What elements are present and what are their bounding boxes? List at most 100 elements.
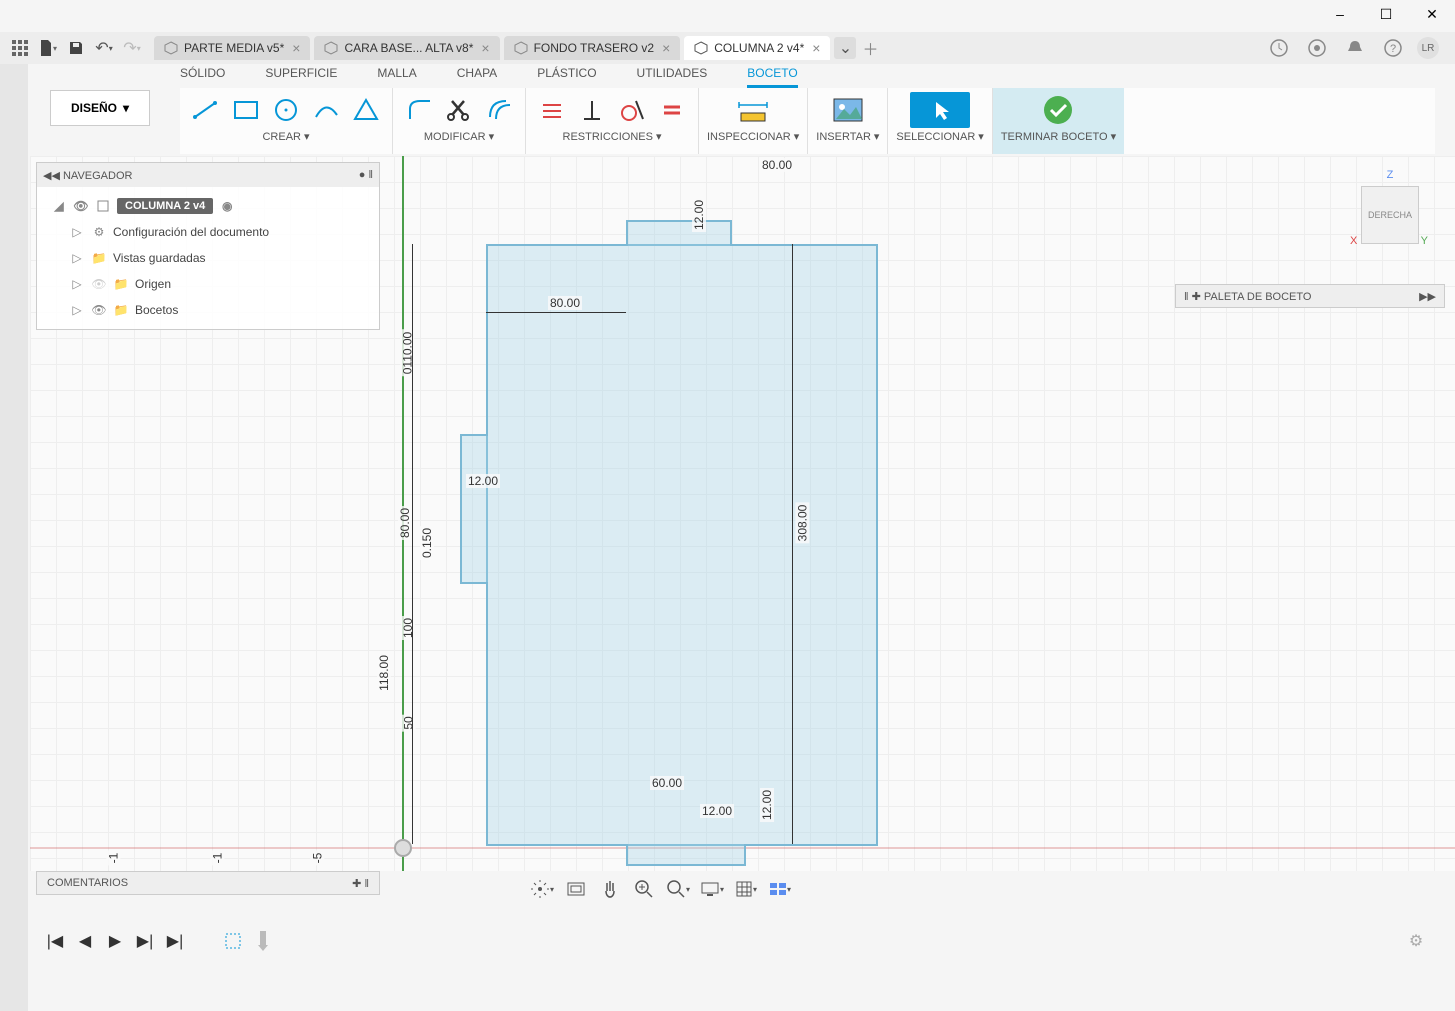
circle-tool-icon[interactable] xyxy=(268,92,304,128)
ribbon-label-crear[interactable]: CREAR ▾ xyxy=(262,130,309,143)
tree-item-views[interactable]: ▷ 📁 Vistas guardadas xyxy=(37,245,379,271)
dimension-label[interactable]: 12.00 xyxy=(760,788,774,822)
radio-icon[interactable]: ◉ xyxy=(219,198,235,214)
line-tool-icon[interactable] xyxy=(188,92,224,128)
visibility-icon[interactable]: 👁 xyxy=(73,198,89,214)
ribbon-tab-malla[interactable]: MALLA xyxy=(377,64,416,88)
close-button[interactable]: ✕ xyxy=(1409,0,1455,28)
zoom-icon[interactable] xyxy=(632,877,656,901)
dimension-label[interactable]: 50 xyxy=(402,714,416,731)
timeline-settings-icon[interactable]: ⚙ xyxy=(1405,930,1427,952)
tab-close-icon[interactable]: × xyxy=(292,40,300,56)
app-menu-icon[interactable] xyxy=(6,34,34,62)
ribbon-tab-boceto[interactable]: BOCETO xyxy=(747,64,797,88)
ribbon-tab-superficie[interactable]: SUPERFICIE xyxy=(265,64,337,88)
horizontal-constraint-icon[interactable] xyxy=(534,92,570,128)
viewport-icon[interactable]: ▾ xyxy=(768,877,792,901)
tangent-constraint-icon[interactable] xyxy=(614,92,650,128)
dimension-label[interactable]: 12.00 xyxy=(466,474,500,488)
ribbon-tab-solido[interactable]: SÓLIDO xyxy=(180,64,225,88)
fit-icon[interactable]: ▾ xyxy=(666,877,690,901)
notification-icon[interactable] xyxy=(1341,34,1369,62)
ribbon-label-insertar[interactable]: INSERTAR ▾ xyxy=(816,130,879,143)
dimension-label[interactable]: 118.00 xyxy=(377,653,391,693)
expand-icon[interactable]: ▷ xyxy=(69,250,85,266)
comments-panel[interactable]: COMENTARIOS ✚ ‖ xyxy=(36,871,380,895)
tabs-dropdown-icon[interactable]: ⌄ xyxy=(834,37,856,59)
view-cube[interactable]: Z X Y DERECHA xyxy=(1361,186,1419,244)
grid-display-icon[interactable]: ▾ xyxy=(734,877,758,901)
perpendicular-constraint-icon[interactable] xyxy=(574,92,610,128)
timeline-prev-icon[interactable]: ◀ xyxy=(74,930,96,952)
tree-item-sketches[interactable]: ▷ 👁 📁 Bocetos xyxy=(37,297,379,323)
sketch-palette-panel[interactable]: ‖ ✚ PALETA DE BOCETO ▶▶ xyxy=(1175,284,1445,308)
visibility-off-icon[interactable]: 👁 xyxy=(91,276,107,292)
help-icon[interactable]: ? xyxy=(1379,34,1407,62)
ribbon-label-seleccionar[interactable]: SELECCIONAR ▾ xyxy=(896,130,983,143)
visibility-icon[interactable]: 👁 xyxy=(91,302,107,318)
ribbon-tab-chapa[interactable]: CHAPA xyxy=(457,64,497,88)
dimension-label[interactable]: 308.00 xyxy=(795,503,809,544)
expand-icon[interactable]: ▷ xyxy=(69,302,85,318)
insert-image-icon[interactable] xyxy=(818,95,878,125)
expand-icon[interactable]: ▷ xyxy=(69,224,85,240)
arc-tool-icon[interactable] xyxy=(308,92,344,128)
tree-root[interactable]: ◢ 👁 COLUMNA 2 v4 ◉ xyxy=(37,193,379,219)
timeline-next-icon[interactable]: ▶| xyxy=(134,930,156,952)
tab-close-icon[interactable]: × xyxy=(662,40,670,56)
dimension-label[interactable]: 12.00 xyxy=(700,804,734,818)
minimize-button[interactable]: – xyxy=(1317,0,1363,28)
orbit-icon[interactable]: ▾ xyxy=(530,877,554,901)
ribbon-tab-utilidades[interactable]: UTILIDADES xyxy=(637,64,708,88)
dimension-label[interactable]: 80.00 xyxy=(760,158,794,172)
comments-add-icon[interactable]: ✚ ‖ xyxy=(352,877,369,890)
extension-icon[interactable] xyxy=(1265,34,1293,62)
browser-collapse-icon[interactable]: ● ‖ xyxy=(359,169,373,181)
tab-fondo-trasero[interactable]: FONDO TRASERO v2 × xyxy=(504,36,681,60)
look-at-icon[interactable] xyxy=(564,877,588,901)
dimension-label[interactable]: 0.150 xyxy=(420,526,434,560)
job-status-icon[interactable] xyxy=(1303,34,1331,62)
timeline-end-icon[interactable]: ▶| xyxy=(164,930,186,952)
ribbon-label-inspeccionar[interactable]: INSPECCIONAR ▾ xyxy=(707,130,799,143)
tab-close-icon[interactable]: × xyxy=(481,40,489,56)
timeline-marker-icon[interactable] xyxy=(252,930,274,952)
collapse-icon[interactable]: ◢ xyxy=(51,198,67,214)
redo-icon[interactable]: ↷▾ xyxy=(118,34,146,62)
undo-icon[interactable]: ↶▾ xyxy=(90,34,118,62)
select-tool-icon[interactable] xyxy=(910,92,970,128)
dimension-label[interactable]: 60.00 xyxy=(650,776,684,790)
pan-icon[interactable] xyxy=(598,877,622,901)
user-avatar[interactable]: LR xyxy=(1417,37,1439,59)
rectangle-tool-icon[interactable] xyxy=(228,92,264,128)
design-workspace-button[interactable]: DISEÑO ▾ xyxy=(50,90,150,126)
timeline-start-icon[interactable]: |◀ xyxy=(44,930,66,952)
dimension-label[interactable]: 80.00 xyxy=(398,506,412,540)
fillet-tool-icon[interactable] xyxy=(401,92,437,128)
offset-tool-icon[interactable] xyxy=(481,92,517,128)
display-style-icon[interactable]: ▾ xyxy=(700,877,724,901)
dimension-label[interactable]: 12.00 xyxy=(692,198,706,232)
tab-close-icon[interactable]: × xyxy=(812,40,820,56)
browser-header[interactable]: ◀◀ NAVEGADOR ● ‖ xyxy=(37,163,379,187)
measure-tool-icon[interactable] xyxy=(723,95,783,125)
new-tab-icon[interactable]: ＋ xyxy=(856,34,884,62)
palette-expand-icon[interactable]: ▶▶ xyxy=(1419,290,1436,303)
save-icon[interactable] xyxy=(62,34,90,62)
equal-constraint-icon[interactable] xyxy=(654,92,690,128)
timeline-sketch-icon[interactable] xyxy=(222,930,244,952)
tab-columna[interactable]: COLUMNA 2 v4* × xyxy=(684,36,830,60)
ribbon-label-terminar[interactable]: TERMINAR BOCETO ▾ xyxy=(1001,130,1116,143)
timeline-play-icon[interactable]: ▶ xyxy=(104,930,126,952)
maximize-button[interactable]: ☐ xyxy=(1363,0,1409,28)
tree-item-config[interactable]: ▷ ⚙ Configuración del documento xyxy=(37,219,379,245)
dimension-label[interactable]: 80.00 xyxy=(548,296,582,310)
ribbon-label-restricciones[interactable]: RESTRICCIONES ▾ xyxy=(563,130,662,143)
tab-cara-base[interactable]: CARA BASE... ALTA v8* × xyxy=(314,36,499,60)
ribbon-tab-plastico[interactable]: PLÁSTICO xyxy=(537,64,596,88)
finish-sketch-icon[interactable] xyxy=(1028,92,1088,128)
trim-tool-icon[interactable] xyxy=(441,92,477,128)
tab-parte-media[interactable]: PARTE MEDIA v5* × xyxy=(154,36,310,60)
expand-icon[interactable]: ▷ xyxy=(69,276,85,292)
tree-item-origin[interactable]: ▷ 👁 📁 Origen xyxy=(37,271,379,297)
